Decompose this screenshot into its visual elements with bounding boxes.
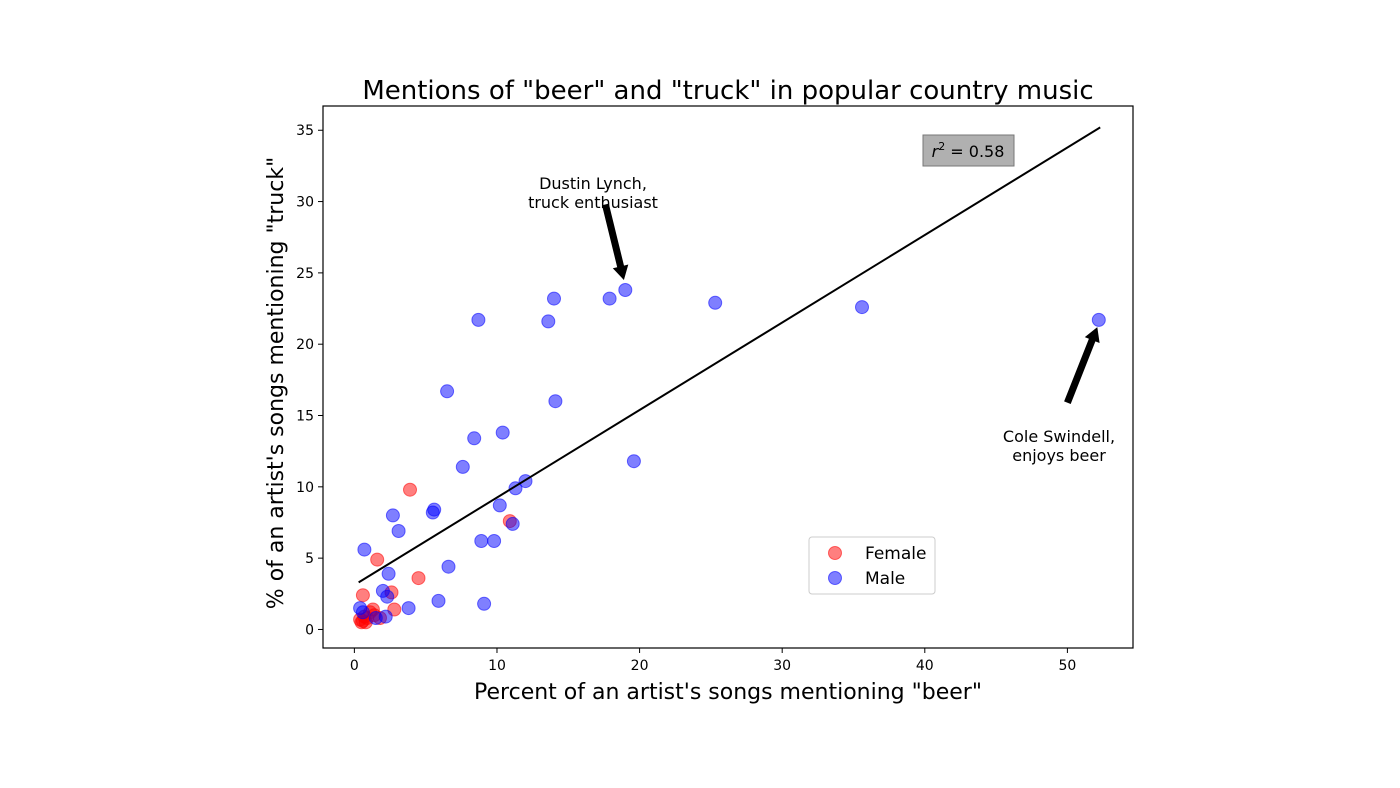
x-tick-label-20: 20 <box>631 658 649 674</box>
data-point-male-15 <box>441 559 456 574</box>
data-point-male-5 <box>378 609 393 624</box>
y-tick-label-10: 10 <box>296 480 314 496</box>
data-point-male-18 <box>471 312 486 327</box>
annotation-arrow-1 <box>1064 327 1100 404</box>
x-tick-label-0: 0 <box>350 658 359 674</box>
data-point-male-23 <box>495 425 510 440</box>
x-tick-label-50: 50 <box>1058 658 1076 674</box>
data-point-male-19 <box>474 534 489 548</box>
y-tick-label-15: 15 <box>296 409 314 425</box>
plot-frame <box>322 105 1134 649</box>
data-point-male-29 <box>548 394 563 409</box>
data-point-male-34 <box>855 300 869 315</box>
data-point-male-16 <box>455 459 470 474</box>
legend: Female Male <box>808 536 936 595</box>
legend-label-male: Male <box>865 569 905 589</box>
r-squared-label: r2 = 0.58 <box>932 140 1005 161</box>
annotation-cole-swindell: Cole Swindell, enjoys beer <box>1003 427 1115 465</box>
x-tick-label-30: 30 <box>773 658 791 674</box>
data-point-male-35 <box>1091 312 1106 327</box>
data-point-male-12 <box>427 502 442 517</box>
data-point-male-7 <box>381 566 396 581</box>
data-point-male-30 <box>602 291 617 306</box>
x-tick-label-10: 10 <box>488 658 506 674</box>
data-point-female-15 <box>411 571 426 586</box>
r-squared-value: = 0.58 <box>945 142 1004 161</box>
y-tick-label-20: 20 <box>296 337 314 353</box>
regression-line <box>358 126 1101 584</box>
y-tick-label-25: 25 <box>296 266 314 282</box>
data-point-male-20 <box>477 596 492 611</box>
x-axis-ticks: 0 10 20 30 40 50 <box>350 648 1076 674</box>
plot-area <box>353 126 1106 630</box>
y-axis-ticks: 0 5 10 15 20 25 30 35 <box>296 123 323 638</box>
data-point-female-14 <box>403 482 417 497</box>
r-squared-exponent: 2 <box>938 140 945 153</box>
y-tick-label-5: 5 <box>305 551 314 567</box>
data-point-male-2 <box>357 542 372 557</box>
r-squared-box: r2 = 0.58 <box>922 134 1015 167</box>
data-point-male-8 <box>385 508 400 523</box>
data-point-male-33 <box>708 295 723 310</box>
x-tick-label-40: 40 <box>916 658 934 674</box>
data-point-male-17 <box>467 431 482 446</box>
data-point-male-6 <box>380 589 395 604</box>
data-point-female-10 <box>370 552 385 567</box>
y-tick-label-35: 35 <box>296 123 314 139</box>
data-point-male-22 <box>492 498 507 513</box>
y-tick-label-0: 0 <box>305 622 314 638</box>
legend-marker-male <box>828 571 842 585</box>
data-point-male-13 <box>431 593 446 608</box>
data-point-male-31 <box>618 283 633 297</box>
data-point-male-28 <box>547 291 561 306</box>
data-point-male-1 <box>355 605 370 620</box>
annotation-cole-swindell-line-1: Cole Swindell, <box>1003 427 1115 446</box>
chart-title: Mentions of "beer" and "truck" in popula… <box>362 76 1093 106</box>
r-squared-background <box>922 134 1015 167</box>
legend-label-female: Female <box>865 544 926 564</box>
y-tick-label-30: 30 <box>296 195 314 211</box>
annotation-dustin-lynch: Dustin Lynch, truck enthusiast <box>528 174 658 212</box>
legend-marker-female <box>828 546 842 560</box>
data-point-male-27 <box>541 314 556 329</box>
y-axis-label: % of an artist's songs mentioning "truck… <box>264 157 289 609</box>
data-point-male-14 <box>440 384 455 399</box>
data-point-male-24 <box>505 516 520 531</box>
data-point-female-9 <box>355 588 370 603</box>
r-squared-variable: r <box>932 142 940 161</box>
data-point-male-10 <box>401 601 416 616</box>
annotation-arrow-0 <box>602 203 629 280</box>
annotation-dustin-lynch-line-1: Dustin Lynch, <box>539 174 647 193</box>
x-axis-label: Percent of an artist's songs mentioning … <box>474 680 982 705</box>
data-point-male-21 <box>487 534 502 548</box>
data-point-male-9 <box>391 524 406 538</box>
annotation-arrows <box>602 203 1100 404</box>
annotation-dustin-lynch-line-2: truck enthusiast <box>528 193 658 212</box>
data-point-male-32 <box>626 454 641 469</box>
annotation-cole-swindell-line-2: enjoys beer <box>1012 446 1106 465</box>
